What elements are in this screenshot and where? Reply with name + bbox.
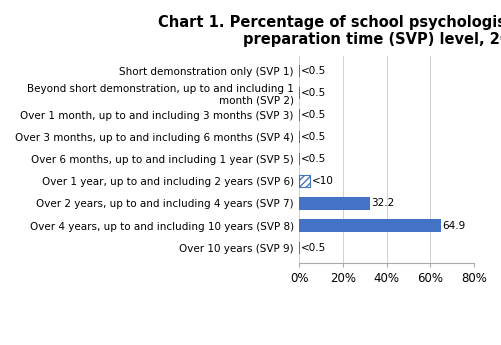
Text: 64.9: 64.9 <box>441 220 464 230</box>
Text: <0.5: <0.5 <box>301 88 326 98</box>
Text: <10: <10 <box>311 176 333 186</box>
Title: Chart 1. Percentage of school psychologists by specific
preparation time (SVP) l: Chart 1. Percentage of school psychologi… <box>158 15 501 47</box>
Text: 32.2: 32.2 <box>370 198 393 208</box>
Text: <0.5: <0.5 <box>301 243 326 253</box>
Text: <0.5: <0.5 <box>301 66 326 76</box>
Bar <box>299 87 300 99</box>
Text: <0.5: <0.5 <box>301 132 326 142</box>
Bar <box>299 175 310 187</box>
Text: <0.5: <0.5 <box>301 110 326 120</box>
Text: <0.5: <0.5 <box>301 154 326 164</box>
Bar <box>299 109 300 121</box>
Bar <box>299 131 300 143</box>
Bar <box>299 65 300 77</box>
Bar <box>299 197 369 209</box>
Bar <box>299 153 300 165</box>
Bar <box>299 241 300 254</box>
Bar <box>299 219 440 231</box>
Bar <box>299 175 310 187</box>
